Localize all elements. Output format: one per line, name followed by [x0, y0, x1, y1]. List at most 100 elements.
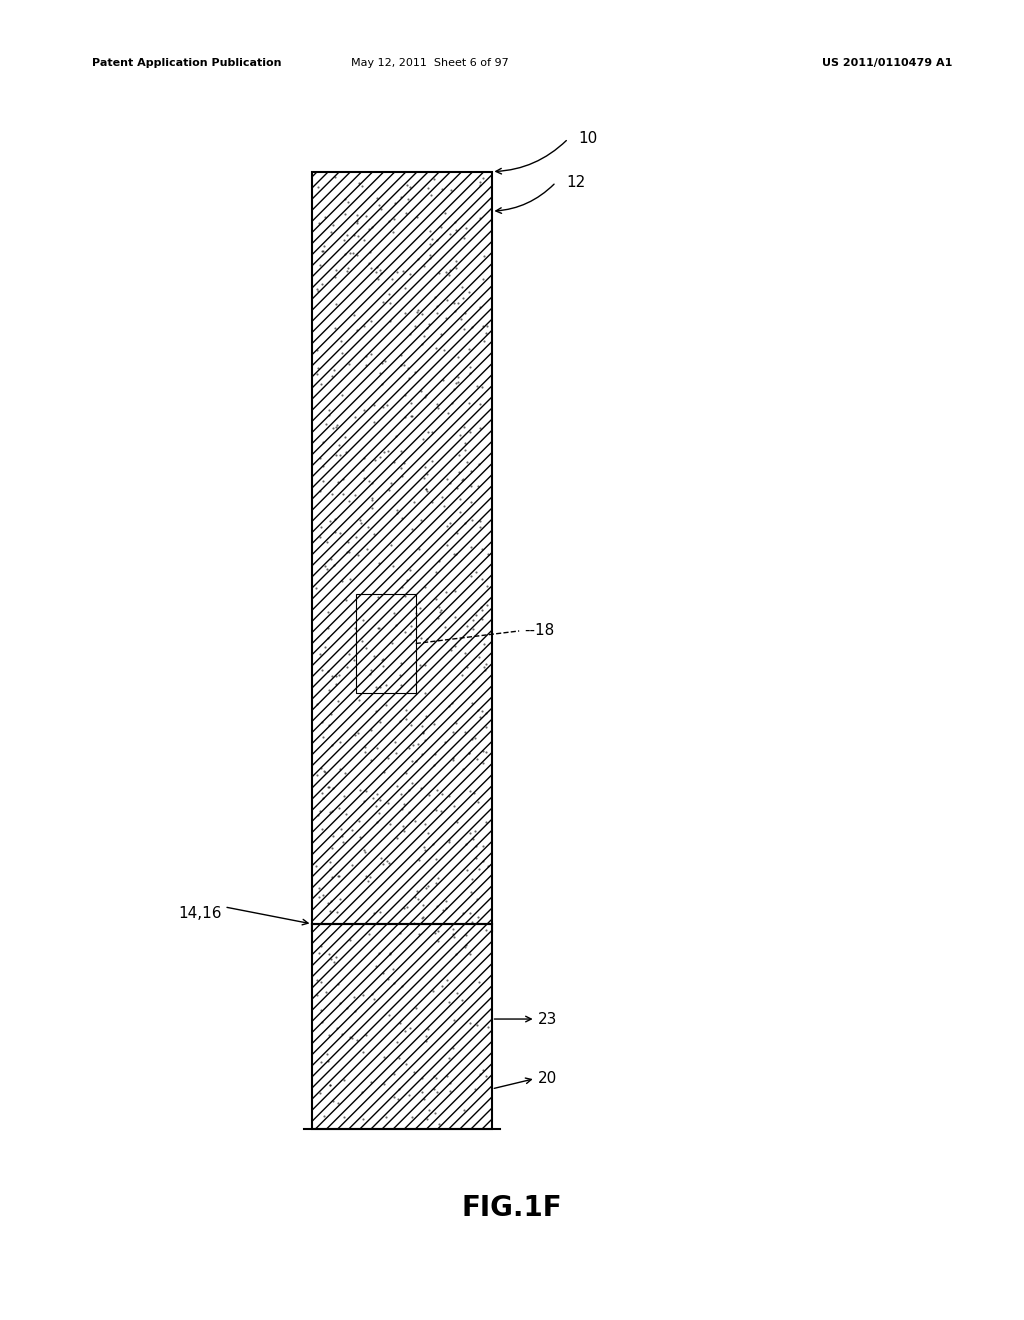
Point: [319, 602, 336, 623]
Point: [464, 911, 480, 932]
Point: [337, 203, 353, 224]
Point: [390, 1088, 407, 1109]
Point: [323, 549, 339, 570]
Point: [365, 788, 381, 809]
Point: [478, 702, 495, 723]
Point: [438, 581, 455, 602]
Point: [417, 730, 433, 751]
Point: [375, 854, 391, 875]
Point: [400, 189, 417, 210]
Point: [327, 317, 343, 338]
Bar: [312, 172, 492, 931]
Point: [438, 261, 455, 282]
Point: [399, 896, 416, 917]
Point: [370, 269, 386, 290]
Point: [322, 851, 338, 873]
Point: [358, 780, 375, 801]
Point: [422, 234, 438, 255]
Point: [321, 618, 337, 639]
Point: [326, 950, 342, 972]
Point: [356, 742, 373, 763]
Point: [437, 891, 454, 912]
Point: [425, 755, 441, 776]
Point: [419, 480, 435, 502]
Point: [397, 384, 414, 405]
Point: [324, 366, 340, 387]
Point: [389, 828, 406, 849]
Point: [475, 268, 492, 289]
Point: [319, 1051, 336, 1072]
Point: [418, 1026, 434, 1047]
Point: [420, 822, 436, 843]
Point: [318, 532, 335, 553]
Point: [441, 265, 458, 286]
Point: [377, 351, 393, 372]
Point: [415, 907, 431, 928]
Point: [328, 665, 344, 686]
Point: [312, 1052, 329, 1073]
Point: [442, 223, 459, 244]
Point: [348, 244, 365, 265]
Point: [468, 847, 484, 869]
Point: [464, 315, 480, 337]
Point: [414, 908, 430, 929]
Point: [447, 251, 464, 272]
Point: [362, 310, 379, 331]
Point: [392, 664, 409, 685]
Point: [366, 523, 382, 544]
Point: [456, 227, 472, 248]
Point: [366, 412, 382, 433]
Point: [314, 659, 331, 680]
Point: [340, 352, 356, 374]
Point: [329, 1018, 345, 1039]
Point: [447, 372, 464, 393]
Point: [440, 696, 457, 717]
Point: [376, 762, 392, 783]
Point: [472, 174, 488, 195]
Text: Patent Application Publication: Patent Application Publication: [92, 58, 282, 69]
Point: [400, 1085, 417, 1106]
Point: [350, 544, 367, 565]
Point: [356, 841, 373, 862]
Point: [455, 759, 471, 780]
Point: [381, 813, 397, 834]
Point: [446, 796, 463, 817]
Point: [421, 1100, 437, 1121]
Point: [317, 636, 334, 657]
Point: [354, 631, 371, 652]
Point: [447, 607, 464, 628]
Text: 20: 20: [538, 1071, 557, 1086]
Point: [478, 717, 495, 738]
Point: [354, 176, 371, 197]
Point: [428, 589, 444, 610]
Point: [384, 958, 400, 979]
Point: [319, 661, 336, 682]
Point: [352, 510, 369, 531]
Point: [440, 1048, 457, 1069]
Point: [412, 655, 428, 676]
Point: [380, 968, 396, 989]
Point: [354, 985, 371, 1006]
Point: [451, 461, 467, 482]
Point: [315, 787, 332, 808]
Point: [364, 660, 380, 681]
Point: [478, 576, 495, 597]
Point: [372, 677, 388, 698]
Point: [413, 628, 429, 649]
Point: [436, 616, 453, 638]
Point: [472, 172, 488, 193]
Point: [419, 463, 435, 484]
Point: [401, 623, 418, 644]
Point: [457, 643, 473, 664]
Point: [374, 649, 390, 671]
Point: [387, 193, 403, 214]
Point: [449, 544, 465, 565]
Point: [364, 498, 380, 519]
Point: [373, 198, 389, 219]
Point: [438, 289, 455, 310]
Point: [335, 832, 351, 853]
Point: [309, 358, 326, 379]
Point: [465, 619, 481, 640]
Point: [447, 257, 464, 279]
Point: [410, 248, 426, 269]
